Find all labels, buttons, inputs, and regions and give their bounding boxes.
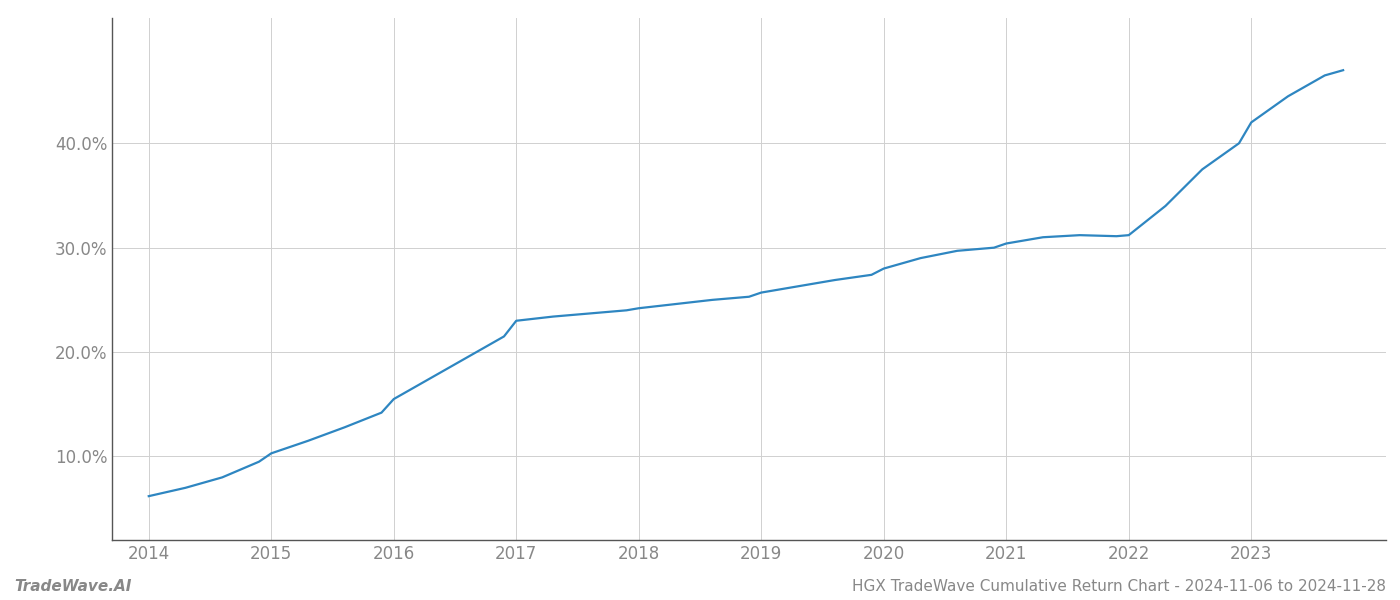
Text: HGX TradeWave Cumulative Return Chart - 2024-11-06 to 2024-11-28: HGX TradeWave Cumulative Return Chart - …	[853, 579, 1386, 594]
Text: TradeWave.AI: TradeWave.AI	[14, 579, 132, 594]
